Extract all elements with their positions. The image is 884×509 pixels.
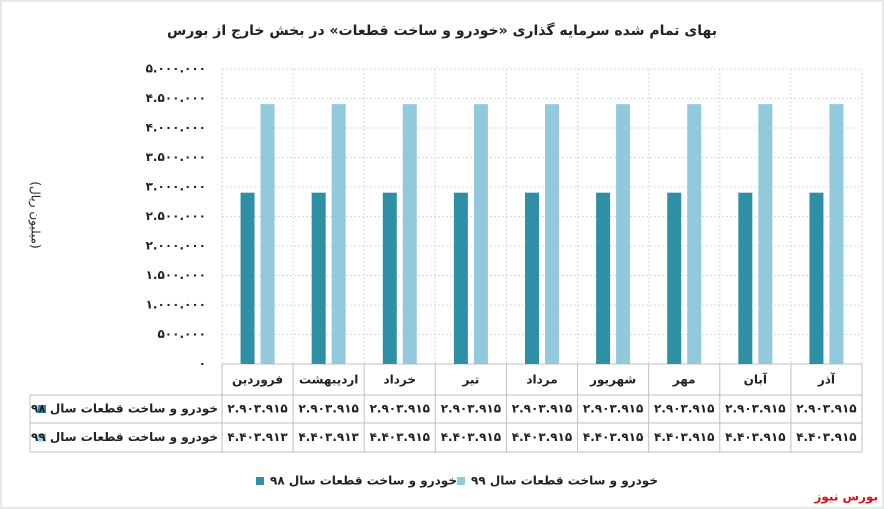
x-tick-label: مرداد: [526, 373, 557, 387]
table-cell: ۴.۴۰۳.۹۱۳: [298, 430, 359, 444]
table-cell: ۴.۴۰۳.۹۱۳: [227, 430, 288, 444]
bar: [473, 104, 488, 365]
table-cell: ۲.۹۰۳.۹۱۵: [441, 402, 501, 416]
y-tick-label: ۲.۰۰۰.۰۰۰: [146, 239, 206, 253]
y-tick-label: ۱.۵۰۰.۰۰۰: [146, 268, 206, 282]
bar: [240, 192, 255, 364]
x-tick-label: آذر: [817, 372, 836, 387]
legend-swatch: [38, 405, 46, 413]
chart-title: بهای تمام شده سرمایه گذاری «خودرو و ساخت…: [167, 22, 717, 39]
table-cell: ۲.۹۰۳.۹۱۵: [725, 402, 785, 416]
row-label: خودرو و ساخت قطعات سال ۹۹: [31, 430, 218, 445]
bar: [382, 192, 397, 364]
y-tick-label: ۴.۵۰۰.۰۰۰: [146, 91, 206, 105]
bar: [260, 104, 275, 365]
bar: [525, 192, 539, 364]
bar: [545, 104, 559, 365]
bar: [687, 104, 702, 365]
x-tick-label: اردیبهشت: [299, 373, 358, 387]
x-tick-label: شهریور: [589, 373, 636, 388]
bar: [596, 192, 611, 364]
x-tick-label: خرداد: [384, 373, 417, 387]
table-cell: ۲.۹۰۳.۹۱۵: [512, 402, 572, 416]
table-cell: ۲.۹۰۳.۹۱۵: [370, 402, 430, 416]
table-cell: ۲.۹۰۳.۹۱۵: [583, 402, 643, 416]
y-tick-label: ۴.۰۰۰.۰۰۰: [146, 121, 206, 135]
table-cell: ۴.۴۰۳.۹۱۵: [441, 430, 501, 444]
table-cell: ۴.۴۰۳.۹۱۵: [512, 430, 572, 444]
table-cell: ۲.۹۰۳.۹۱۵: [298, 402, 358, 416]
x-tick-label: فروردین: [232, 373, 283, 388]
y-tick-label: ۳.۰۰۰.۰۰۰: [146, 180, 206, 194]
y-tick-label: ۱.۰۰۰.۰۰۰: [146, 298, 206, 312]
x-tick-label: تیر: [461, 373, 479, 387]
table-cell: ۲.۹۰۳.۹۱۵: [654, 402, 714, 416]
table-cell: ۴.۴۰۳.۹۱۵: [725, 430, 785, 444]
y-axis-label: (میلیون ریال): [28, 181, 43, 248]
source: بورس نیوز: [813, 490, 878, 505]
legend-swatch: [457, 477, 465, 485]
legend-swatch: [256, 477, 264, 485]
bar: [402, 104, 417, 365]
legend-swatch: [38, 433, 46, 442]
bar: [311, 192, 326, 364]
y-tick-label: ۵۰۰.۰۰۰: [157, 327, 206, 341]
table-cell: ۴.۴۰۳.۹۱۵: [796, 430, 856, 444]
y-tick-label: ۲.۵۰۰.۰۰۰: [146, 209, 206, 223]
y-tick-label: ۵.۰۰۰.۰۰۰: [146, 62, 206, 76]
legend-label: خودرو و ساخت قطعات سال ۹۹: [471, 474, 658, 489]
bar: [738, 192, 753, 364]
legend-label: خودرو و ساخت قطعات سال ۹۸: [270, 474, 457, 489]
row-label: خودرو و ساخت قطعات سال ۹۸: [31, 402, 218, 417]
bar: [331, 104, 346, 365]
table-cell: ۴.۴۰۳.۹۱۵: [583, 430, 643, 444]
bar: [829, 104, 844, 365]
table-cell: ۴.۴۰۳.۹۱۵: [370, 430, 430, 444]
bar: [453, 192, 468, 364]
bar: [809, 192, 824, 364]
table-cell: ۲.۹۰۳.۹۱۵: [227, 402, 287, 416]
x-tick-label: آبان: [744, 372, 768, 387]
y-tick-label: ۰: [199, 357, 206, 371]
x-tick-label: مهر: [672, 373, 696, 387]
bar: [616, 104, 631, 365]
y-tick-label: ۳.۵۰۰.۰۰۰: [146, 150, 206, 164]
bar: [758, 104, 773, 365]
table-cell: ۴.۴۰۳.۹۱۵: [654, 430, 714, 444]
bar: [667, 192, 682, 364]
table-cell: ۲.۹۰۳.۹۱۵: [796, 402, 856, 416]
